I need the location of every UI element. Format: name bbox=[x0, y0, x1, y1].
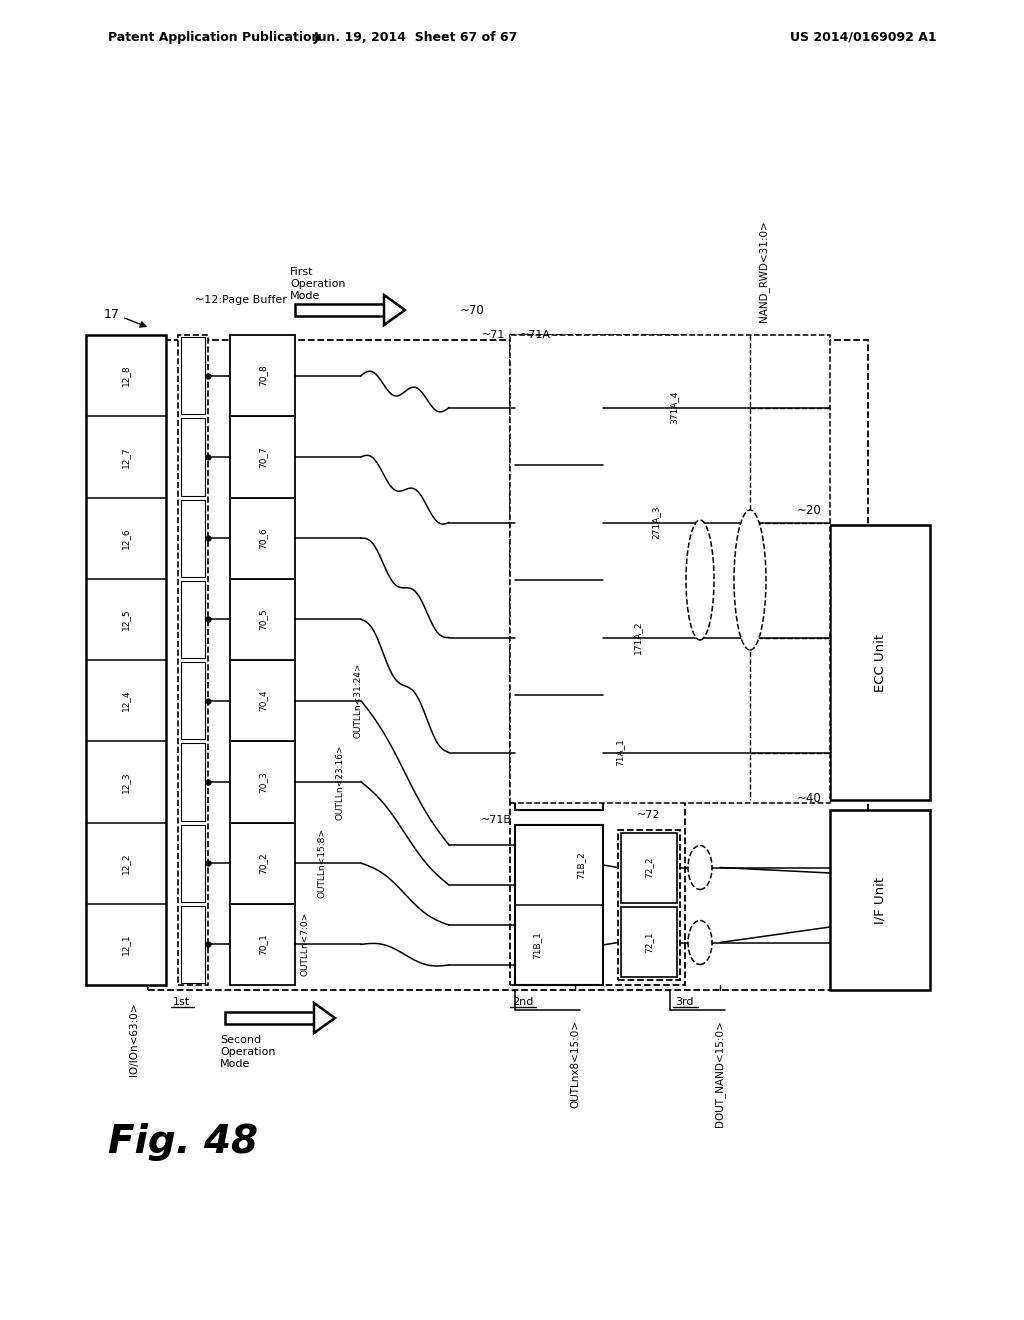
Bar bbox=[830, 525, 930, 800]
Text: OUTLLn<31:24>: OUTLLn<31:24> bbox=[353, 663, 362, 738]
Text: 12_4: 12_4 bbox=[122, 690, 130, 711]
Bar bbox=[181, 337, 205, 414]
Text: 71A_1: 71A_1 bbox=[615, 739, 625, 767]
Text: 72_1: 72_1 bbox=[644, 932, 653, 953]
Text: ~20: ~20 bbox=[798, 503, 822, 516]
Text: First: First bbox=[290, 267, 313, 277]
Text: 70_5: 70_5 bbox=[258, 609, 267, 630]
Text: ~71: ~71 bbox=[481, 330, 505, 341]
Text: 271A_3: 271A_3 bbox=[651, 506, 660, 540]
Bar bbox=[230, 742, 295, 822]
Text: Second: Second bbox=[220, 1035, 261, 1045]
Bar bbox=[225, 1012, 314, 1024]
Text: Fig. 48: Fig. 48 bbox=[108, 1123, 258, 1162]
Text: 17: 17 bbox=[104, 309, 120, 322]
Text: 70_4: 70_4 bbox=[258, 690, 267, 711]
Bar bbox=[295, 305, 384, 315]
Text: ~72: ~72 bbox=[637, 810, 660, 820]
Ellipse shape bbox=[734, 510, 766, 649]
Text: 12_5: 12_5 bbox=[122, 609, 130, 630]
Text: 12_6: 12_6 bbox=[122, 527, 130, 549]
Ellipse shape bbox=[688, 846, 712, 890]
Text: Mode: Mode bbox=[290, 290, 321, 301]
Text: 171A_2: 171A_2 bbox=[634, 620, 642, 655]
Bar bbox=[230, 416, 295, 498]
Text: ~70: ~70 bbox=[460, 304, 484, 317]
Polygon shape bbox=[384, 294, 406, 325]
Text: 70_3: 70_3 bbox=[258, 771, 267, 793]
Text: 1st: 1st bbox=[173, 997, 190, 1007]
Polygon shape bbox=[314, 1003, 335, 1034]
Text: 72_2: 72_2 bbox=[644, 857, 653, 878]
Bar bbox=[830, 810, 930, 990]
Text: ECC Unit: ECC Unit bbox=[873, 634, 887, 692]
Bar bbox=[230, 904, 295, 985]
Bar bbox=[148, 341, 868, 990]
Bar bbox=[230, 822, 295, 904]
Text: 2nd: 2nd bbox=[512, 997, 534, 1007]
Bar bbox=[230, 498, 295, 578]
Text: US 2014/0169092 A1: US 2014/0169092 A1 bbox=[790, 30, 937, 44]
Bar bbox=[181, 418, 205, 495]
Ellipse shape bbox=[688, 920, 712, 965]
Text: Patent Application Publication: Patent Application Publication bbox=[108, 30, 321, 44]
Bar bbox=[510, 335, 685, 985]
Text: 12_8: 12_8 bbox=[122, 364, 130, 387]
Text: OUTLLn<23:16>: OUTLLn<23:16> bbox=[336, 744, 344, 820]
Bar bbox=[230, 578, 295, 660]
Bar bbox=[181, 499, 205, 577]
Bar bbox=[515, 350, 603, 810]
Bar bbox=[178, 335, 208, 985]
Text: IO/IOn<63:0>: IO/IOn<63:0> bbox=[129, 1002, 139, 1076]
Bar bbox=[181, 581, 205, 657]
Text: 70_1: 70_1 bbox=[258, 933, 267, 956]
Bar bbox=[181, 743, 205, 821]
Text: 70_2: 70_2 bbox=[258, 853, 267, 874]
Bar bbox=[621, 833, 677, 903]
Text: Operation: Operation bbox=[290, 279, 345, 289]
Text: ~71B: ~71B bbox=[481, 814, 512, 825]
Bar bbox=[510, 335, 830, 803]
Text: Mode: Mode bbox=[220, 1059, 251, 1069]
Ellipse shape bbox=[686, 520, 714, 640]
Text: ~71A: ~71A bbox=[520, 330, 551, 341]
Text: 71B_2: 71B_2 bbox=[577, 851, 586, 879]
Bar bbox=[181, 906, 205, 983]
Text: Jun. 19, 2014  Sheet 67 of 67: Jun. 19, 2014 Sheet 67 of 67 bbox=[313, 30, 518, 44]
Text: 371A_4: 371A_4 bbox=[670, 391, 679, 424]
Text: 12_1: 12_1 bbox=[122, 933, 130, 956]
Text: I/F Unit: I/F Unit bbox=[873, 876, 887, 924]
Text: 12_3: 12_3 bbox=[122, 771, 130, 793]
Bar bbox=[618, 830, 680, 979]
Text: 12_7: 12_7 bbox=[122, 446, 130, 467]
Bar bbox=[515, 825, 603, 985]
Text: 70_6: 70_6 bbox=[258, 527, 267, 549]
Text: OUTLnx8<15:0>: OUTLnx8<15:0> bbox=[570, 1020, 580, 1107]
Bar bbox=[181, 825, 205, 902]
Text: DOUT_NAND<15:0>: DOUT_NAND<15:0> bbox=[715, 1020, 725, 1127]
Text: 70_7: 70_7 bbox=[258, 446, 267, 467]
Bar bbox=[86, 335, 166, 985]
Bar bbox=[621, 907, 677, 977]
Text: ~40: ~40 bbox=[798, 792, 822, 804]
Text: 71B_1: 71B_1 bbox=[532, 931, 542, 958]
Text: Operation: Operation bbox=[220, 1047, 275, 1057]
Text: OUTLLn<15:8>: OUTLLn<15:8> bbox=[317, 828, 327, 898]
Text: ~12:Page Buffer: ~12:Page Buffer bbox=[195, 294, 287, 305]
Text: 70_8: 70_8 bbox=[258, 364, 267, 387]
Text: NAND_RWD<31:0>: NAND_RWD<31:0> bbox=[758, 220, 769, 322]
Bar bbox=[181, 663, 205, 739]
Text: OUTLLn<7:0>: OUTLLn<7:0> bbox=[300, 912, 309, 977]
Bar bbox=[230, 335, 295, 416]
Bar bbox=[230, 660, 295, 742]
Text: 12_2: 12_2 bbox=[122, 853, 130, 874]
Text: 3rd: 3rd bbox=[675, 997, 693, 1007]
